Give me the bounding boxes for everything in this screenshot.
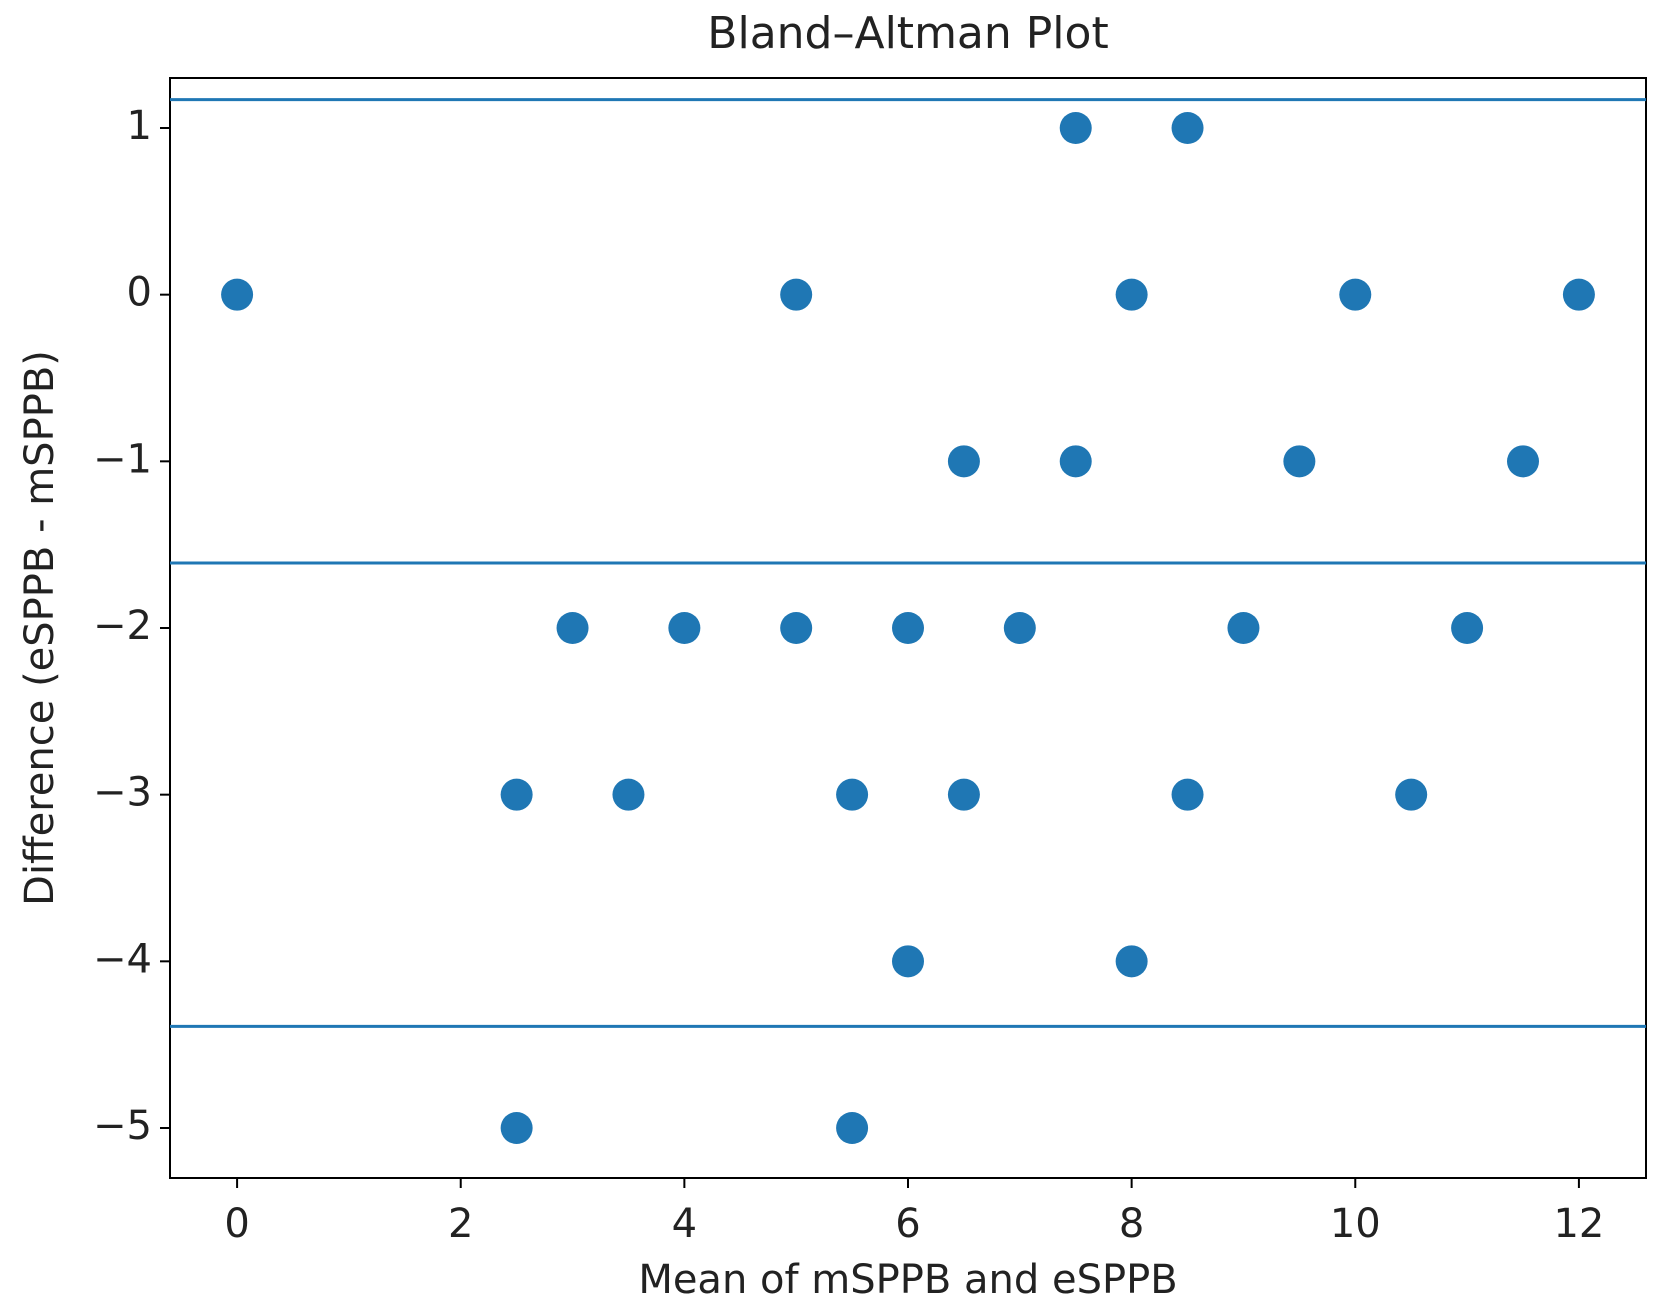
point: [1227, 612, 1260, 644]
x-tick-label: 4: [672, 1201, 697, 1247]
point: [1395, 778, 1428, 811]
point: [1507, 445, 1539, 478]
x-tick-label: 8: [1119, 1201, 1144, 1247]
point: [1562, 278, 1595, 311]
point: [1171, 112, 1204, 144]
point: [668, 612, 701, 644]
point: [892, 945, 924, 978]
point: [1059, 445, 1092, 478]
x-tick-label: 10: [1330, 1201, 1381, 1247]
point: [836, 778, 869, 811]
y-tick-label: 1: [127, 103, 152, 149]
chart-title: Bland–Altman Plot: [707, 8, 1108, 59]
x-tick-label: 12: [1553, 1201, 1604, 1247]
point: [892, 612, 924, 644]
y-tick-label: −3: [93, 770, 152, 816]
point: [947, 778, 980, 811]
y-tick-label: −5: [93, 1103, 152, 1149]
point: [947, 445, 980, 478]
point: [1115, 278, 1148, 311]
y-tick-label: 0: [127, 270, 152, 316]
point: [1115, 945, 1148, 978]
point: [780, 278, 813, 311]
y-axis-label: Difference (eSPPB - mSPPB): [17, 350, 63, 906]
y-tick-label: −1: [93, 436, 152, 482]
point: [780, 612, 813, 644]
point: [1003, 612, 1036, 644]
point: [556, 612, 589, 644]
x-axis-label: Mean of mSPPB and eSPPB: [638, 1257, 1177, 1303]
x-tick-label: 2: [448, 1201, 473, 1247]
point: [221, 278, 254, 311]
point: [500, 778, 533, 811]
x-tick-label: 6: [895, 1201, 920, 1247]
point: [612, 778, 645, 811]
point: [1339, 278, 1372, 311]
point: [500, 1112, 533, 1144]
point: [1059, 112, 1092, 144]
x-tick-label: 0: [224, 1201, 249, 1247]
y-tick-label: −4: [93, 936, 152, 982]
point: [1283, 445, 1316, 478]
y-tick-label: −2: [93, 603, 152, 649]
point: [836, 1112, 869, 1144]
point: [1171, 778, 1204, 811]
point: [1451, 612, 1484, 644]
